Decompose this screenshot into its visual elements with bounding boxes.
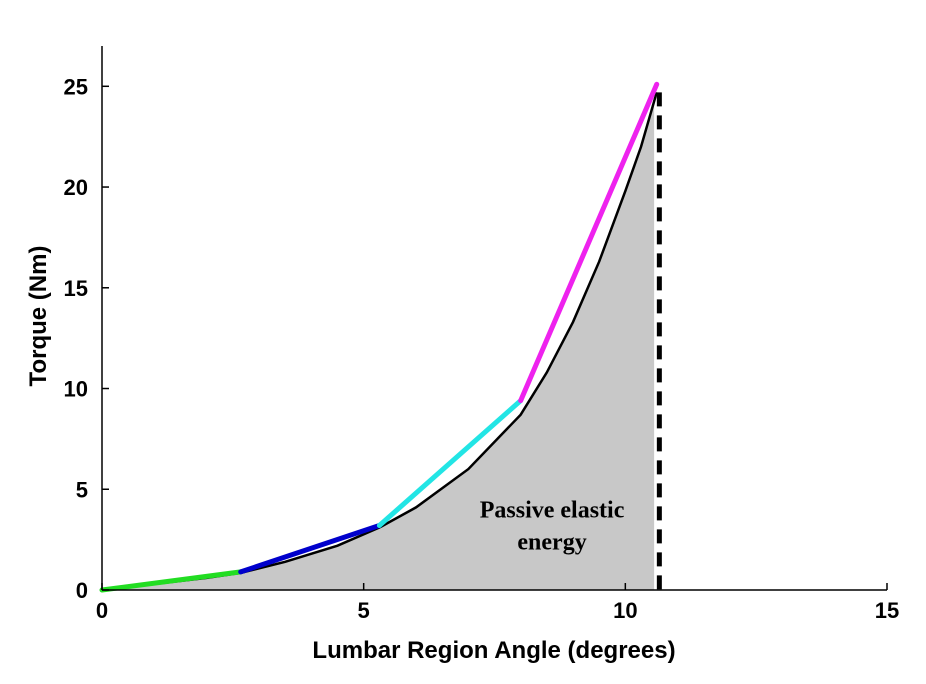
x-axis-label: Lumbar Region Angle (degrees): [312, 637, 675, 664]
segment-1-line: [99, 569, 244, 593]
segment-3-line: [376, 398, 524, 529]
y-tick-label: 20: [64, 175, 88, 200]
annotation-line-1: Passive elastic: [480, 498, 625, 524]
x-tick-label: 5: [358, 598, 370, 623]
y-tick-label: 0: [76, 578, 88, 603]
tick-labels: 0 5 10 15 0 5 10 15 20 25: [64, 74, 900, 623]
linear-segment-layer: [99, 81, 660, 593]
y-tick-label: 5: [76, 477, 88, 502]
y-tick-label: 10: [64, 377, 88, 402]
passive-energy-area: [102, 101, 655, 590]
y-tick-label: 25: [64, 74, 88, 99]
segment-4-line: [518, 81, 660, 404]
x-tick-label: 10: [613, 598, 637, 623]
segment-2-line: [238, 523, 382, 575]
x-tick-label: 15: [875, 598, 899, 623]
x-tick-label: 0: [96, 598, 108, 623]
y-axis-label: Torque (Nm): [25, 246, 52, 387]
annotation-line-2: energy: [517, 530, 586, 556]
shaded-area-layer: [102, 101, 655, 590]
y-tick-label: 15: [64, 276, 88, 301]
axes: [101, 46, 888, 591]
